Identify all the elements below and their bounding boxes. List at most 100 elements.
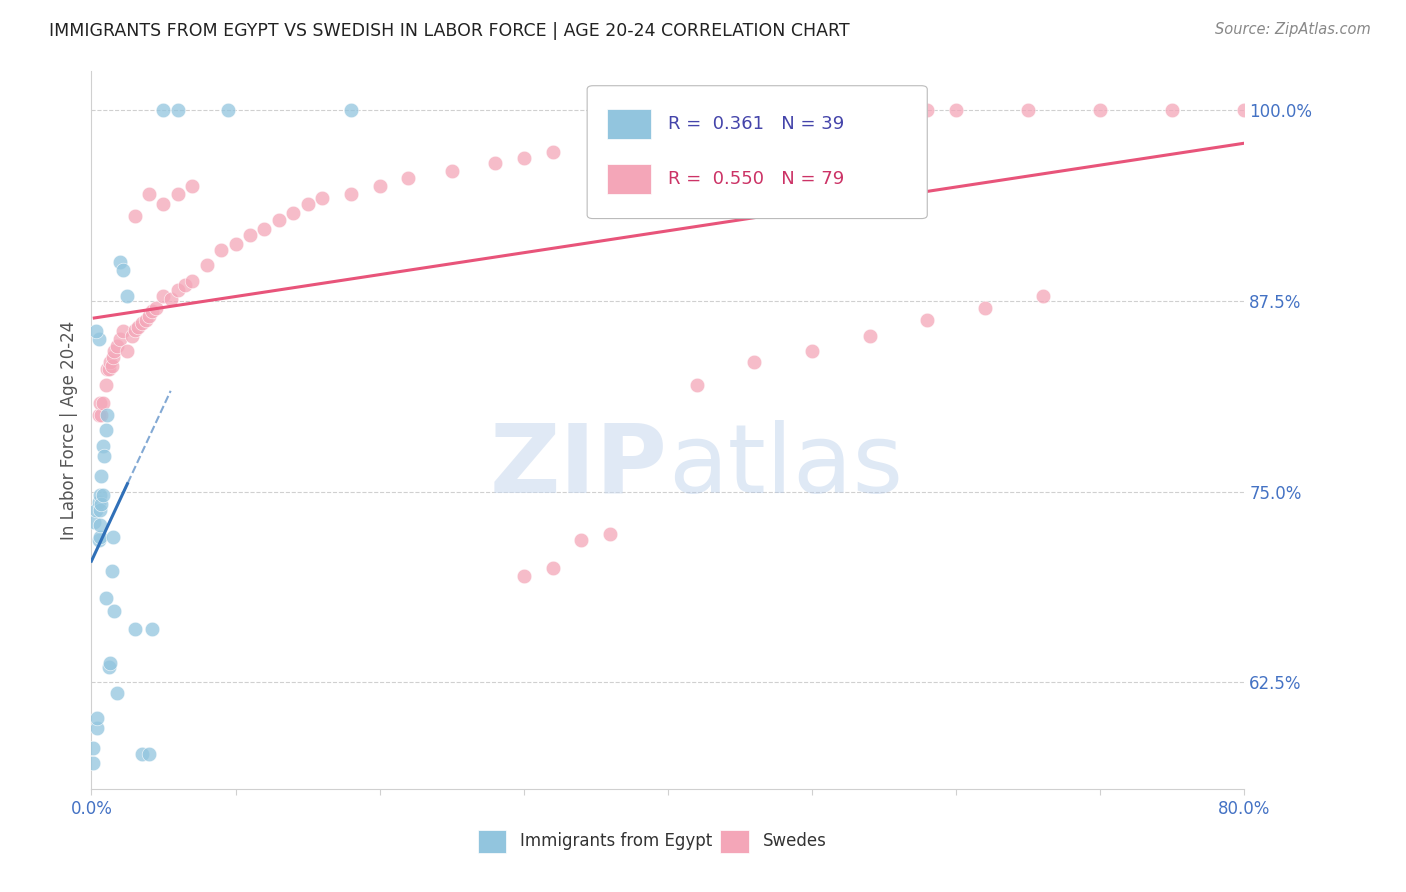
Point bbox=[513, 568, 536, 582]
Point bbox=[728, 110, 751, 124]
Point bbox=[89, 396, 111, 410]
Text: R =  0.550   N = 79: R = 0.550 N = 79 bbox=[668, 170, 844, 188]
Point bbox=[627, 133, 650, 147]
Point bbox=[97, 362, 120, 376]
Point bbox=[121, 328, 143, 343]
Point bbox=[127, 319, 149, 334]
Point bbox=[87, 408, 110, 422]
Text: Swedes: Swedes bbox=[762, 832, 827, 850]
Point bbox=[124, 622, 146, 636]
Point bbox=[858, 328, 880, 343]
Point bbox=[217, 103, 239, 117]
Point bbox=[166, 186, 188, 201]
Point bbox=[1017, 103, 1039, 117]
FancyBboxPatch shape bbox=[720, 830, 748, 853]
Point bbox=[1032, 289, 1054, 303]
Point bbox=[209, 243, 232, 257]
Point bbox=[181, 178, 204, 193]
Point bbox=[141, 304, 163, 318]
Point bbox=[239, 227, 262, 242]
Point bbox=[110, 332, 132, 346]
Point bbox=[94, 591, 117, 606]
Point bbox=[100, 564, 122, 578]
Point bbox=[1233, 103, 1256, 117]
Point bbox=[90, 469, 112, 483]
Point bbox=[267, 212, 290, 227]
Point bbox=[585, 141, 607, 155]
Point bbox=[945, 103, 967, 117]
Point bbox=[368, 178, 391, 193]
Point bbox=[396, 171, 419, 186]
Point bbox=[297, 197, 319, 211]
Point bbox=[159, 292, 181, 306]
Point bbox=[101, 530, 124, 544]
Point bbox=[110, 255, 132, 269]
Point bbox=[571, 533, 593, 548]
Text: ZIP: ZIP bbox=[489, 420, 668, 513]
Point bbox=[89, 530, 111, 544]
Point bbox=[657, 126, 679, 140]
Point bbox=[124, 210, 146, 224]
Point bbox=[86, 711, 108, 725]
Point bbox=[685, 377, 707, 392]
Point bbox=[541, 145, 564, 160]
Point bbox=[91, 487, 114, 501]
Point bbox=[94, 424, 117, 438]
Point bbox=[82, 741, 104, 756]
Point bbox=[90, 408, 112, 422]
Point bbox=[138, 747, 160, 762]
Point bbox=[138, 309, 160, 323]
Point bbox=[541, 561, 564, 575]
Point bbox=[112, 324, 135, 338]
Point bbox=[87, 332, 110, 346]
Point bbox=[101, 350, 124, 364]
Point bbox=[98, 354, 121, 368]
Point bbox=[87, 533, 110, 548]
Point bbox=[152, 103, 174, 117]
Point bbox=[873, 103, 896, 117]
Point bbox=[89, 518, 111, 533]
Point bbox=[103, 343, 125, 358]
Point bbox=[801, 103, 824, 117]
Point bbox=[86, 721, 108, 735]
Point bbox=[91, 396, 114, 410]
Point bbox=[166, 103, 188, 117]
Point bbox=[742, 354, 765, 368]
Point bbox=[131, 317, 153, 331]
Point bbox=[772, 103, 794, 117]
Point bbox=[90, 497, 112, 511]
Point bbox=[685, 118, 707, 132]
Point bbox=[152, 197, 174, 211]
Point bbox=[87, 495, 110, 509]
Point bbox=[281, 206, 305, 220]
Point bbox=[973, 301, 995, 315]
Point bbox=[174, 278, 197, 293]
Point bbox=[89, 487, 111, 501]
Point bbox=[830, 103, 852, 117]
Point bbox=[98, 656, 121, 670]
Point bbox=[138, 186, 160, 201]
Point bbox=[599, 527, 621, 541]
Point bbox=[181, 274, 204, 288]
Point bbox=[801, 343, 824, 358]
Point bbox=[141, 622, 163, 636]
Point bbox=[1378, 103, 1400, 117]
Text: R =  0.361   N = 39: R = 0.361 N = 39 bbox=[668, 115, 844, 133]
Point bbox=[311, 191, 333, 205]
Point bbox=[131, 747, 153, 762]
FancyBboxPatch shape bbox=[607, 109, 651, 139]
Text: Immigrants from Egypt: Immigrants from Egypt bbox=[520, 832, 713, 850]
FancyBboxPatch shape bbox=[607, 164, 651, 194]
Point bbox=[915, 313, 938, 327]
Text: Source: ZipAtlas.com: Source: ZipAtlas.com bbox=[1215, 22, 1371, 37]
Point bbox=[1088, 103, 1111, 117]
Point bbox=[253, 221, 276, 235]
FancyBboxPatch shape bbox=[588, 86, 927, 219]
Point bbox=[89, 503, 111, 517]
Point bbox=[82, 756, 104, 771]
Point bbox=[340, 103, 363, 117]
Point bbox=[97, 660, 120, 674]
FancyBboxPatch shape bbox=[478, 830, 506, 853]
Point bbox=[117, 289, 139, 303]
Point bbox=[166, 283, 188, 297]
